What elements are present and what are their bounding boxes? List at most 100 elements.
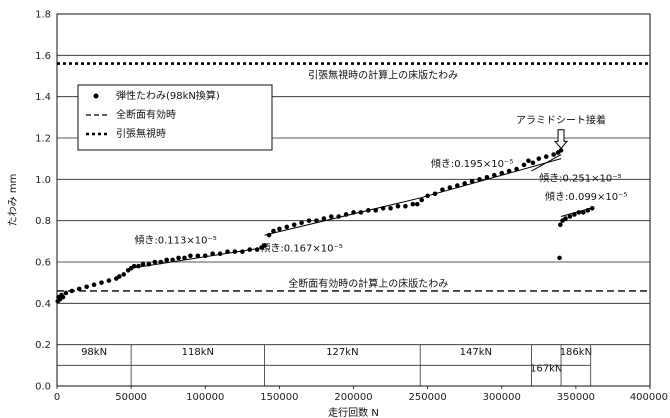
data-point xyxy=(358,210,364,215)
data-point xyxy=(262,243,267,248)
load-stage-band: 98kN 118kN 127kN 147kN 167kN 186kN xyxy=(57,344,592,386)
data-point xyxy=(432,191,438,197)
data-point xyxy=(254,247,260,252)
data-point xyxy=(299,220,304,226)
data-point xyxy=(152,259,158,265)
x-tick-label: 50000 xyxy=(115,392,147,403)
load-stage-label: 118kN xyxy=(182,347,214,358)
data-point xyxy=(158,259,164,265)
data-point xyxy=(572,212,577,217)
data-point xyxy=(447,185,453,190)
data-point xyxy=(247,247,253,252)
data-point xyxy=(232,249,238,254)
load-stage-label: 127kN xyxy=(326,347,358,358)
data-point xyxy=(60,294,66,300)
x-tick-label: 0 xyxy=(54,392,60,403)
data-point xyxy=(188,253,193,259)
data-point xyxy=(526,158,531,164)
data-point xyxy=(558,148,564,153)
data-point xyxy=(164,257,170,263)
data-point xyxy=(499,170,505,176)
x-tick-label: 350000 xyxy=(557,392,595,403)
data-point xyxy=(84,284,89,290)
data-point xyxy=(314,218,319,223)
y-tick-label: 1.4 xyxy=(35,92,51,103)
data-point xyxy=(170,257,175,263)
data-point xyxy=(343,212,349,217)
load-stage-label: 186kN xyxy=(560,347,592,358)
data-point xyxy=(321,216,327,221)
data-point xyxy=(63,290,69,296)
x-axis-title: 走行回数 N xyxy=(328,406,379,418)
x-tick-label: 300000 xyxy=(483,392,521,403)
annotation: アラミドシート接着 xyxy=(516,114,606,150)
legend-box xyxy=(77,84,273,151)
y-tick-label: 1.6 xyxy=(35,51,51,62)
data-point xyxy=(277,226,282,232)
data-point xyxy=(140,261,146,267)
y-tick-label: 0.8 xyxy=(35,216,51,227)
data-point xyxy=(271,228,276,234)
y-tick-label: 1.8 xyxy=(35,10,51,21)
data-point xyxy=(217,251,223,257)
y-tick-label: 0.6 xyxy=(35,258,51,269)
trend-line xyxy=(531,154,562,172)
data-point xyxy=(410,201,416,207)
legend-marker-dot xyxy=(93,93,99,99)
data-point xyxy=(469,179,475,184)
data-point xyxy=(176,255,181,261)
data-point xyxy=(414,201,420,207)
x-tick-label: 150000 xyxy=(260,392,298,403)
data-point xyxy=(121,272,127,277)
data-point xyxy=(530,160,536,166)
data-point xyxy=(484,174,490,180)
trend-slope-label: 傾き:0.195×10⁻⁵ xyxy=(431,157,513,170)
data-point xyxy=(440,187,445,192)
data-point xyxy=(576,210,582,215)
trend-slope-label: 傾き:0.167×10⁻⁵ xyxy=(260,242,342,255)
data-point xyxy=(136,263,141,269)
trend-lines: 傾き:0.113×10⁻⁵ 傾き:0.167×10⁻⁵ 傾き:0.195×10⁻⁵ 傾… xyxy=(131,154,627,269)
data-point xyxy=(551,152,556,157)
legend-label: 全断面有効時 xyxy=(116,108,176,121)
data-point xyxy=(195,253,201,259)
data-point xyxy=(373,208,379,213)
data-point xyxy=(266,232,272,238)
data-point xyxy=(395,203,401,209)
y-tick-label: 0.4 xyxy=(35,299,51,310)
load-stage-label: 98kN xyxy=(81,347,107,358)
trend-slope-label: 傾き:0.099×10⁻⁵ xyxy=(545,190,627,203)
data-point xyxy=(521,162,527,168)
data-point xyxy=(210,251,215,257)
data-point xyxy=(388,205,393,211)
data-point xyxy=(477,177,482,182)
data-point xyxy=(225,249,230,254)
data-point xyxy=(99,280,104,285)
data-point xyxy=(351,210,356,215)
legend-label: 弾性たわみ(98kN換算) xyxy=(116,89,220,102)
data-point xyxy=(563,216,568,221)
axes: 0.0 0.2 0.4 0.6 0.8 1.0 1.2 1.4 1.6 1.8 0 50000 1000… xyxy=(7,10,668,418)
data-point xyxy=(306,218,312,223)
y-tick-label: 1.0 xyxy=(35,175,51,186)
data-point xyxy=(514,166,519,172)
x-tick-label: 250000 xyxy=(409,392,447,403)
data-point xyxy=(76,286,82,292)
reference-line-label: 引張無視時の計算上の床版たわみ xyxy=(308,69,458,82)
y-axis-title: たわみ mm xyxy=(7,174,19,227)
data-point xyxy=(589,205,595,211)
data-point xyxy=(543,154,549,159)
data-point xyxy=(146,261,152,267)
data-point xyxy=(240,249,245,254)
load-stage-label: 167kN xyxy=(530,364,562,375)
data-point xyxy=(567,214,573,219)
reference-line-label: 全断面有効時の計算上の床版たわみ xyxy=(288,277,448,290)
x-tick-label: 200000 xyxy=(334,392,372,403)
data-point xyxy=(182,255,187,261)
data-point xyxy=(558,222,563,228)
y-tick-label: 0.2 xyxy=(35,340,51,351)
data-point xyxy=(506,168,512,174)
